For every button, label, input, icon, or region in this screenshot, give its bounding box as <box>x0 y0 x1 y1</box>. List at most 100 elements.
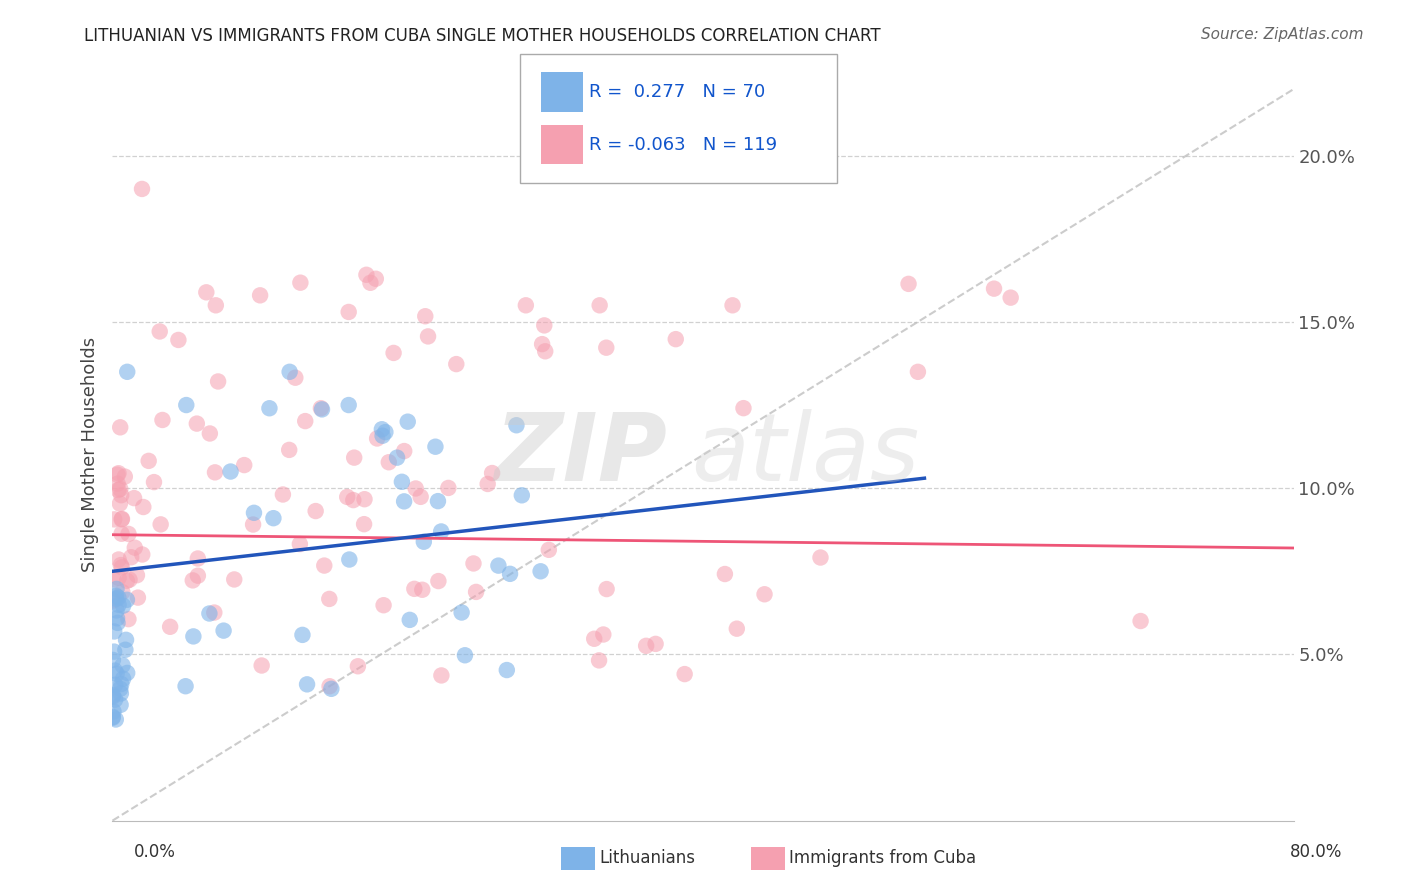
Point <box>1129 614 1152 628</box>
Point <box>149 517 172 532</box>
Point <box>411 582 433 597</box>
Point <box>110 698 132 712</box>
Point <box>149 325 172 339</box>
Point <box>353 517 375 532</box>
Point <box>733 401 755 416</box>
Point <box>897 277 920 291</box>
Point <box>107 598 129 612</box>
Point <box>305 504 328 518</box>
Point <box>405 482 427 496</box>
Point <box>120 550 142 565</box>
Point <box>295 677 318 691</box>
Point <box>124 541 146 555</box>
Point <box>152 413 174 427</box>
Point <box>271 487 294 501</box>
Point <box>396 415 419 429</box>
Point <box>665 332 688 346</box>
Point <box>592 627 614 641</box>
Point <box>112 599 135 613</box>
Point <box>499 566 522 581</box>
Point <box>174 398 197 412</box>
Point <box>110 686 132 700</box>
Point <box>107 591 129 605</box>
Point <box>371 422 394 436</box>
Point <box>107 615 129 630</box>
Point <box>366 432 388 446</box>
Point <box>404 582 426 596</box>
Point <box>278 442 301 457</box>
Point <box>425 440 447 454</box>
Point <box>103 645 125 659</box>
Point <box>114 642 136 657</box>
Point <box>104 591 127 606</box>
Point <box>378 455 401 469</box>
Point <box>125 568 148 582</box>
Point <box>588 653 610 667</box>
Point <box>450 606 472 620</box>
Text: R =  0.277   N = 70: R = 0.277 N = 70 <box>589 83 765 101</box>
Point <box>515 298 537 312</box>
Point <box>105 603 128 617</box>
Point <box>321 681 343 696</box>
Point <box>294 414 316 428</box>
Point <box>107 467 129 481</box>
Point <box>110 677 132 691</box>
Point <box>465 585 488 599</box>
Point <box>111 585 134 599</box>
Point <box>278 365 301 379</box>
Point <box>143 475 166 489</box>
Point <box>159 620 181 634</box>
Point <box>101 710 124 724</box>
Point <box>477 477 499 491</box>
Point <box>104 589 127 603</box>
Point <box>412 534 434 549</box>
Text: Source: ZipAtlas.com: Source: ZipAtlas.com <box>1201 27 1364 42</box>
Point <box>108 497 131 511</box>
Point <box>446 357 468 371</box>
Point <box>810 550 832 565</box>
Point <box>198 607 221 621</box>
Point <box>224 573 246 587</box>
Point <box>336 490 359 504</box>
Point <box>309 401 332 416</box>
Point <box>288 537 311 551</box>
Point <box>107 571 129 585</box>
Point <box>430 668 453 682</box>
Point <box>111 658 134 673</box>
Point <box>353 492 375 507</box>
Point <box>392 444 415 458</box>
Text: LITHUANIAN VS IMMIGRANTS FROM CUBA SINGLE MOTHER HOUSEHOLDS CORRELATION CHART: LITHUANIAN VS IMMIGRANTS FROM CUBA SINGL… <box>84 27 882 45</box>
Point <box>110 681 132 696</box>
Point <box>495 663 517 677</box>
Point <box>115 592 138 607</box>
Point <box>101 653 124 667</box>
Point <box>262 511 284 525</box>
Point <box>111 560 134 574</box>
Point <box>725 622 748 636</box>
Point <box>673 667 696 681</box>
Point <box>454 648 477 663</box>
Point <box>242 517 264 532</box>
Point <box>721 298 744 312</box>
Point <box>187 568 209 582</box>
Point <box>104 664 127 678</box>
Point <box>117 527 139 541</box>
Point <box>122 491 145 505</box>
Point <box>110 558 132 573</box>
Point <box>115 632 138 647</box>
Point <box>167 333 190 347</box>
Point <box>187 551 209 566</box>
Point <box>337 398 360 412</box>
Point <box>181 574 204 588</box>
Text: ZIP: ZIP <box>495 409 668 501</box>
Point <box>183 629 205 643</box>
Point <box>207 375 229 389</box>
Point <box>714 567 737 582</box>
Point <box>347 659 370 673</box>
Point <box>1000 291 1022 305</box>
Text: atlas: atlas <box>692 409 920 500</box>
Point <box>259 401 281 416</box>
Point <box>110 482 132 496</box>
Point <box>583 632 606 646</box>
Point <box>416 329 439 343</box>
